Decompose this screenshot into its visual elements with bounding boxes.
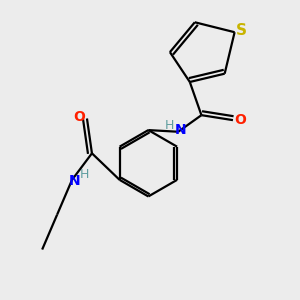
Text: N: N: [68, 174, 80, 188]
Text: N: N: [175, 123, 186, 137]
Text: O: O: [74, 110, 85, 124]
Text: O: O: [234, 113, 246, 127]
Text: H: H: [80, 168, 89, 182]
Text: H: H: [165, 118, 174, 132]
Text: S: S: [236, 23, 247, 38]
